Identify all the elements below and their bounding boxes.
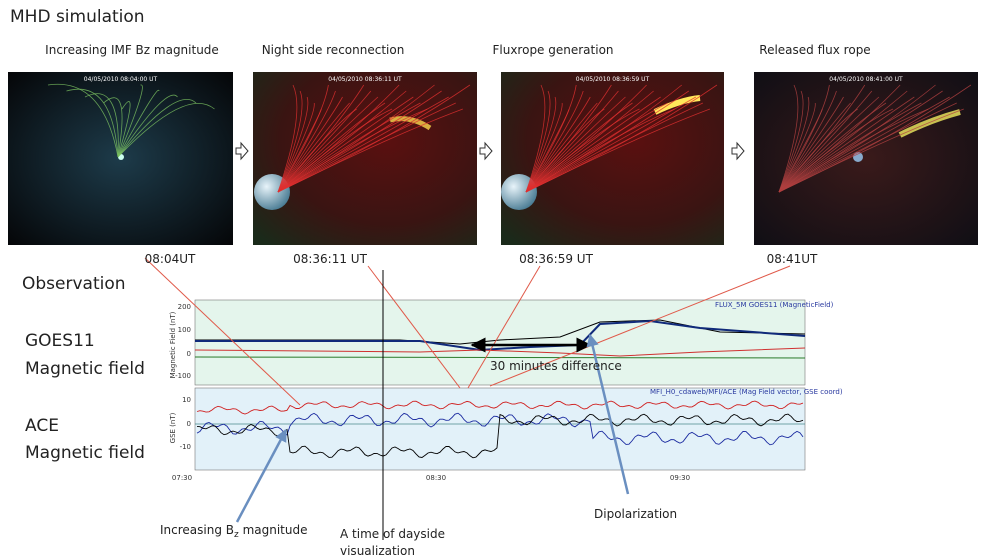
- figure: MHD simulation 04/05/2010 08:04:00 UT04/…: [0, 0, 985, 560]
- annotation: 30 minutes difference: [490, 359, 622, 373]
- y-tick-label: 200: [178, 303, 191, 311]
- y-label: GSE (nT): [169, 412, 177, 443]
- arrow: [236, 143, 248, 159]
- y-tick-label: 100: [178, 326, 191, 334]
- y-tick-label: 0: [187, 350, 191, 358]
- time-label: 08:41UT: [767, 252, 818, 266]
- y-tick-label: -10: [180, 443, 191, 451]
- annotation-part: Increasing B: [160, 523, 234, 537]
- heading: Observation: [22, 274, 126, 294]
- annotation-part: magnitude: [239, 523, 308, 537]
- panel-label: Released flux rope: [759, 43, 870, 57]
- timestamp: 04/05/2010 08:41:00 UT: [829, 76, 903, 83]
- panel-label: Fluxrope generation: [492, 43, 613, 57]
- timestamp: 04/05/2010 08:04:00 UT: [84, 76, 158, 83]
- x-tick-label: 07:30: [172, 474, 192, 482]
- x-tick-label: 09:30: [670, 474, 690, 482]
- time-label: 08:36:11 UT: [293, 252, 367, 266]
- timestamp: 04/05/2010 08:36:11 UT: [328, 76, 402, 83]
- annotation: visualization: [340, 544, 415, 558]
- y-label: Magnetic Field (nT): [169, 311, 177, 378]
- panel-label: Night side reconnection: [262, 43, 405, 57]
- panel-title: MFI_H0_cdaweb/MFI/ACE (Mag Field vector,…: [650, 388, 843, 396]
- time-label: 08:04UT: [145, 252, 196, 266]
- annotation: Dipolarization: [594, 507, 677, 521]
- arrow: [480, 143, 492, 159]
- y-tick-label: 0: [187, 420, 191, 428]
- row-label: GOES11: [25, 331, 95, 351]
- row-label: Magnetic field: [25, 443, 145, 463]
- simulation-panels: 04/05/2010 08:04:00 UT 04/05/2010 08:36:1…: [8, 72, 978, 245]
- ace-panel: [195, 388, 805, 470]
- panel-label: Increasing IMF Bz magnitude: [45, 43, 219, 57]
- title: MHD simulation: [10, 7, 145, 27]
- timestamp: 04/05/2010 08:36:59 UT: [576, 76, 650, 83]
- y-tick-label: -100: [175, 372, 191, 380]
- row-label: ACE: [25, 416, 59, 436]
- panel-title: FLUX_5M GOES11 (MagneticField): [715, 301, 834, 309]
- time-label: 08:36:59 UT: [519, 252, 593, 266]
- plot: FLUX_5M GOES11 (MagneticField) MFI_H0_cd…: [169, 300, 843, 482]
- arrow: [732, 143, 744, 159]
- row-label: Magnetic field: [25, 359, 145, 379]
- x-tick-label: 08:30: [426, 474, 446, 482]
- y-tick-label: 10: [182, 396, 191, 404]
- annotation: A time of dayside: [340, 527, 445, 541]
- annotation: Increasing Bz magnitude: [160, 523, 307, 540]
